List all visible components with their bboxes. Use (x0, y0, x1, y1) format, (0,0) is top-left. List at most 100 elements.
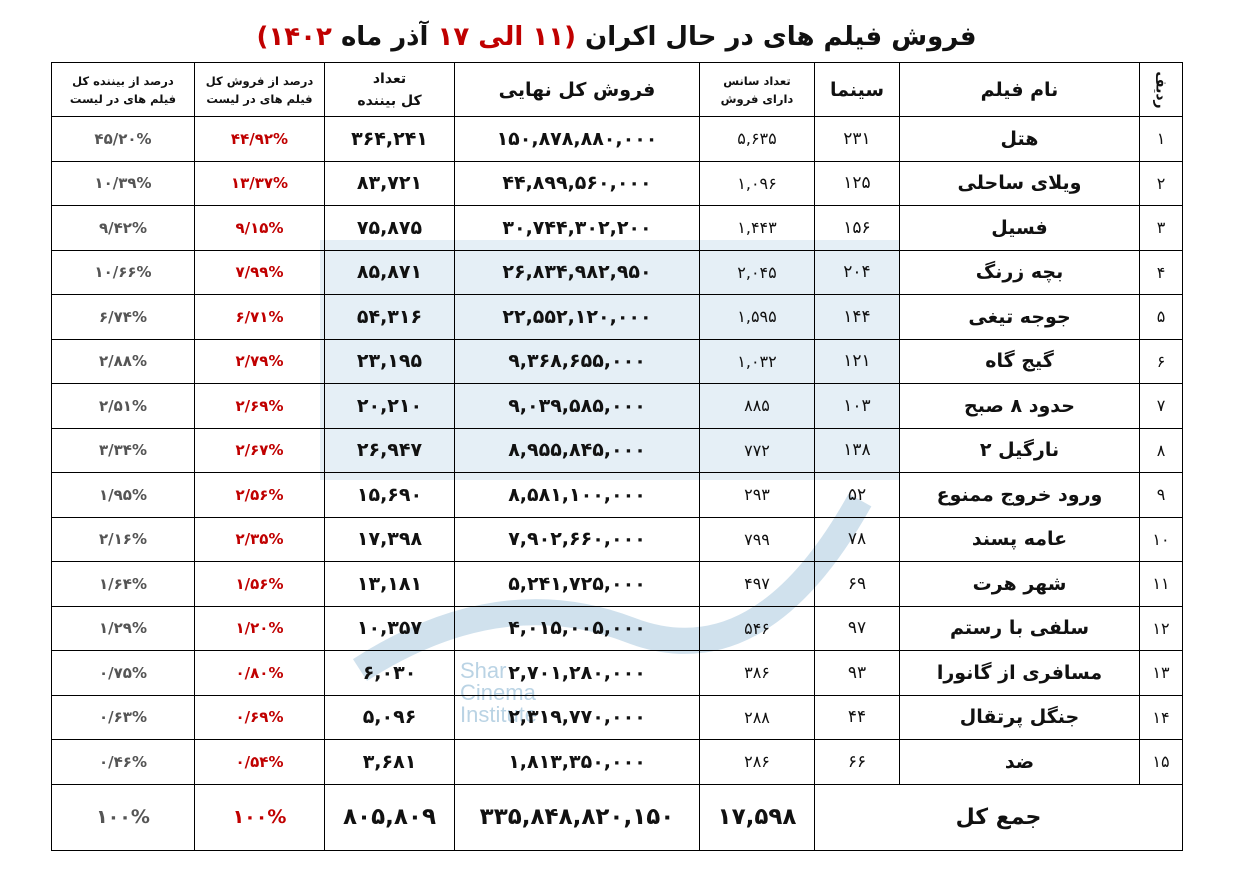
table-row: ۶ گیج گاه ۱۲۱ ۱,۰۳۲ ۹,۳۶۸,۶۵۵,۰۰۰ ۲۳,۱۹۵ ۲/۷۹%… (51, 338, 1183, 384)
cell-viewers: ۶,۰۳۰ (324, 650, 455, 696)
table-row: ۱۱ شهر هرت ۶۹ ۴۹۷ ۵,۲۴۱,۷۲۵,۰۰۰ ۱۳,۱۸۱ ۱/۵۶% ۱/… (51, 561, 1183, 607)
cell-cinema: ۹۷ (814, 605, 900, 651)
cell-cinema: ۱۲۵ (814, 160, 900, 206)
sales-table: ردیف نام فیلم سینما تعداد سانس دارای فرو… (51, 62, 1183, 851)
cell-pct-sales: ۲/۵۶% (194, 472, 325, 518)
cell-sessions: ۱,۰۳۲ (699, 338, 815, 384)
cell-sessions: ۱,۰۹۶ (699, 160, 815, 206)
table-row: ۱۲ سلفی با رستم ۹۷ ۵۴۶ ۴,۰۱۵,۰۰۵,۰۰۰ ۱۰,۳۵۷ ۱/… (51, 605, 1183, 651)
cell-sessions: ۵۴۶ (699, 605, 815, 651)
cell-viewers: ۵,۰۹۶ (324, 694, 455, 740)
cell-cinema: ۶۶ (814, 739, 900, 785)
cell-rank: ۵ (1139, 294, 1183, 340)
cell-sessions: ۵,۶۳۵ (699, 116, 815, 162)
cell-cinema: ۲۰۴ (814, 249, 900, 295)
cell-cinema: ۱۰۳ (814, 383, 900, 429)
table-row: ۴ بچه زرنگ ۲۰۴ ۲,۰۴۵ ۲۶,۸۳۴,۹۸۲,۹۵۰ ۸۵,۸۷۱ ۷/۹… (51, 249, 1183, 295)
cell-pct-viewers: ۰/۶۳% (51, 694, 195, 740)
cell-film-name: نارگیل ۲ (899, 427, 1140, 473)
table-row: ۷ حدود ۸ صبح ۱۰۳ ۸۸۵ ۹,۰۳۹,۵۸۵,۰۰۰ ۲۰,۲۱۰ ۲/۶۹… (51, 383, 1183, 429)
cell-film-name: عامه پسند (899, 516, 1140, 562)
cell-total-sales: ۲۲,۵۵۲,۱۲۰,۰۰۰ (454, 294, 700, 340)
table-row: ۲ ویلای ساحلی ۱۲۵ ۱,۰۹۶ ۴۴,۸۹۹,۵۶۰,۰۰۰ ۸۳,۷۲۱… (51, 160, 1183, 206)
cell-film-name: ورود خروج ممنوع (899, 472, 1140, 518)
cell-rank: ۸ (1139, 427, 1183, 473)
cell-film-name: مسافری از گانورا (899, 650, 1140, 696)
cell-film-name: ضد (899, 739, 1140, 785)
table-row: ۱۴ جنگل پرتقال ۴۴ ۲۸۸ ۲,۳۱۹,۷۷۰,۰۰۰ ۵,۰۹۶ ۰/۶۹… (51, 694, 1183, 740)
cell-total-sales: ۵,۲۴۱,۷۲۵,۰۰۰ (454, 561, 700, 607)
cell-viewers: ۳۶۴,۲۴۱ (324, 116, 455, 162)
cell-viewers: ۲۳,۱۹۵ (324, 338, 455, 384)
cell-pct-viewers: ۲/۸۸% (51, 338, 195, 384)
cell-pct-viewers: ۱/۹۵% (51, 472, 195, 518)
total-label: جمع کل (814, 783, 1183, 851)
table-row: ۱۰ عامه پسند ۷۸ ۷۹۹ ۷,۹۰۲,۶۶۰,۰۰۰ ۱۷,۳۹۸ ۲/۳۵%… (51, 516, 1183, 562)
cell-pct-viewers: ۱/۲۹% (51, 605, 195, 651)
total-viewers: ۸۰۵,۸۰۹ (324, 783, 455, 851)
cell-total-sales: ۲,۳۱۹,۷۷۰,۰۰۰ (454, 694, 700, 740)
cell-total-sales: ۱۵۰,۸۷۸,۸۸۰,۰۰۰ (454, 116, 700, 162)
title-year: ۱۴۰۲) (256, 22, 332, 52)
cell-viewers: ۳,۶۸۱ (324, 739, 455, 785)
cell-viewers: ۲۰,۲۱۰ (324, 383, 455, 429)
cell-film-name: گیج گاه (899, 338, 1140, 384)
cell-total-sales: ۲۶,۸۳۴,۹۸۲,۹۵۰ (454, 249, 700, 295)
table-row: ۸ نارگیل ۲ ۱۳۸ ۷۷۲ ۸,۹۵۵,۸۴۵,۰۰۰ ۲۶,۹۴۷ ۲/۶۷% ۳… (51, 427, 1183, 473)
cell-film-name: سلفی با رستم (899, 605, 1140, 651)
total-pct-sales: ۱۰۰% (194, 783, 325, 851)
cell-rank: ۹ (1139, 472, 1183, 518)
header-sessions-line2: دارای فروش (720, 91, 794, 106)
cell-total-sales: ۲,۷۰۱,۲۸۰,۰۰۰ (454, 650, 700, 696)
cell-film-name: حدود ۸ صبح (899, 383, 1140, 429)
header-sessions: تعداد سانس دارای فروش (699, 62, 815, 117)
cell-sessions: ۱,۴۴۳ (699, 205, 815, 251)
cell-sessions: ۲۸۸ (699, 694, 815, 740)
header-viewers-line1: تعداد (372, 70, 407, 87)
cell-pct-sales: ۹/۱۵% (194, 205, 325, 251)
table-row: ۹ ورود خروج ممنوع ۵۲ ۲۹۳ ۸,۵۸۱,۱۰۰,۰۰۰ ۱۵,۶۹۰… (51, 472, 1183, 518)
cell-rank: ۶ (1139, 338, 1183, 384)
table-row: ۱۳ مسافری از گانورا ۹۳ ۳۸۶ ۲,۷۰۱,۲۸۰,۰۰۰ ۶,۰۳… (51, 650, 1183, 696)
cell-pct-sales: ۱۳/۳۷% (194, 160, 325, 206)
header-pct-sales-line1: درصد از فروش کل (205, 73, 314, 88)
cell-viewers: ۵۴,۳۱۶ (324, 294, 455, 340)
cell-viewers: ۷۵,۸۷۵ (324, 205, 455, 251)
header-rank: ردیف (1139, 62, 1183, 117)
cell-film-name: بچه زرنگ (899, 249, 1140, 295)
cell-pct-sales: ۶/۷۱% (194, 294, 325, 340)
cell-sessions: ۲۸۶ (699, 739, 815, 785)
page-title: فروش فیلم های در حال اکران (۱۱ الی ۱۷ آذ… (0, 14, 1233, 60)
title-text: فروش فیلم های در حال اکران (585, 22, 977, 52)
cell-rank: ۱۲ (1139, 605, 1183, 651)
header-pct-sales-line2: فیلم های در لیست (206, 91, 313, 106)
cell-viewers: ۱۳,۱۸۱ (324, 561, 455, 607)
title-month: آذر ماه (340, 22, 429, 52)
cell-viewers: ۱۰,۳۵۷ (324, 605, 455, 651)
cell-rank: ۱ (1139, 116, 1183, 162)
total-sales: ۳۳۵,۸۴۸,۸۲۰,۱۵۰ (454, 783, 700, 851)
cell-pct-viewers: ۰/۷۵% (51, 650, 195, 696)
cell-film-name: جنگل پرتقال (899, 694, 1140, 740)
cell-rank: ۳ (1139, 205, 1183, 251)
header-pct-viewers: درصد از بیننده کل فیلم های در لیست (51, 62, 195, 117)
cell-film-name: شهر هرت (899, 561, 1140, 607)
cell-rank: ۱۰ (1139, 516, 1183, 562)
cell-film-name: فسیل (899, 205, 1140, 251)
cell-pct-sales: ۰/۵۴% (194, 739, 325, 785)
total-sessions: ۱۷,۵۹۸ (699, 783, 815, 851)
cell-pct-viewers: ۴۵/۲۰% (51, 116, 195, 162)
cell-cinema: ۱۵۶ (814, 205, 900, 251)
cell-cinema: ۷۸ (814, 516, 900, 562)
header-pct-viewers-line2: فیلم های در لیست (69, 91, 177, 106)
cell-rank: ۱۵ (1139, 739, 1183, 785)
table-row: ۱ هتل ۲۳۱ ۵,۶۳۵ ۱۵۰,۸۷۸,۸۸۰,۰۰۰ ۳۶۴,۲۴۱ ۴۴/۹۲%… (51, 116, 1183, 162)
cell-cinema: ۲۳۱ (814, 116, 900, 162)
total-pct-viewers: ۱۰۰% (51, 783, 195, 851)
cell-film-name: هتل (899, 116, 1140, 162)
header-total-sales: فروش کل نهایی (454, 62, 700, 117)
cell-total-sales: ۴,۰۱۵,۰۰۵,۰۰۰ (454, 605, 700, 651)
cell-pct-viewers: ۱/۶۴% (51, 561, 195, 607)
cell-film-name: ویلای ساحلی (899, 160, 1140, 206)
cell-pct-sales: ۰/۸۰% (194, 650, 325, 696)
